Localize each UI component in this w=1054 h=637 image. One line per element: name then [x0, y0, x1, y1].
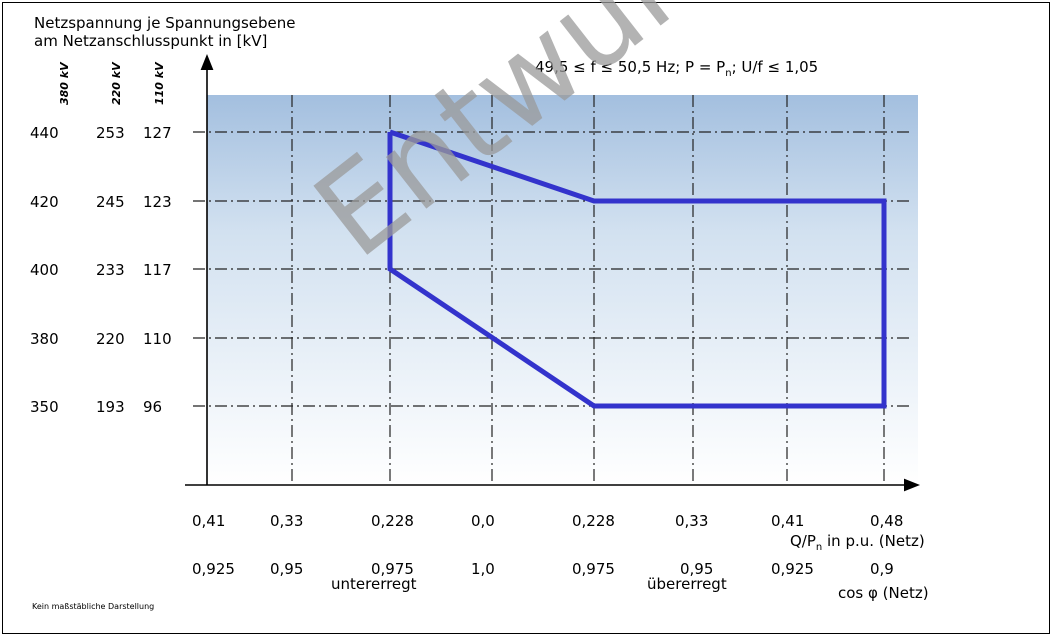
y-tick-label: 123 — [143, 193, 172, 211]
x-tick-label-q: 0,41 — [771, 512, 804, 530]
x-tick-labels-cos: 0,925 0,95 0,975 1,0 0,975 0,95 0,925 0,9 — [192, 560, 894, 578]
y-tick-label: 253 — [96, 124, 125, 142]
x-axis-label-q: Q/Pn in p.u. (Netz) — [790, 532, 925, 553]
region-label-left: untererregt — [331, 575, 417, 593]
y-tick-label: 233 — [96, 261, 125, 279]
y-tick-label: 127 — [143, 124, 172, 142]
footnote: Kein maßstäbliche Darstellung — [32, 602, 154, 611]
y-header-220kv: 220 kV — [110, 61, 123, 105]
y-header-380kv: 380 kV — [58, 61, 71, 105]
x-tick-label-q: 0,0 — [471, 512, 495, 530]
x-tick-labels-q: 0,41 0,33 0,228 0,0 0,228 0,33 0,41 0,48 — [192, 512, 903, 530]
y-tick-label: 420 — [30, 193, 59, 211]
plot-background — [207, 95, 918, 485]
y-tick-label: 440 — [30, 124, 59, 142]
y-tick-label: 400 — [30, 261, 59, 279]
y-tick-label: 96 — [143, 398, 162, 416]
x-tick-label-cos: 0,925 — [192, 560, 235, 578]
x-tick-label-cos: 0,925 — [771, 560, 814, 578]
y-tick-label: 350 — [30, 398, 59, 416]
y-tick-label: 193 — [96, 398, 125, 416]
y-tick-label: 117 — [143, 261, 172, 279]
y-header-110kv: 110 kV — [153, 61, 166, 105]
x-tick-label-cos: 0,95 — [270, 560, 303, 578]
y-tick-labels: 440 253 127 420 245 123 400 233 117 380 220 110 350 1… — [30, 124, 172, 416]
y-tick-label: 245 — [96, 193, 125, 211]
x-tick-label-q: 0,228 — [572, 512, 615, 530]
x-tick-label-cos: 0,975 — [572, 560, 615, 578]
x-tick-label-cos: 0,9 — [870, 560, 894, 578]
x-tick-label-cos: 1,0 — [471, 560, 495, 578]
x-tick-label-q: 0,33 — [675, 512, 708, 530]
y-tick-label: 380 — [30, 330, 59, 348]
y-tick-label: 110 — [143, 330, 172, 348]
x-axis-label-cos: cos φ (Netz) — [838, 584, 929, 602]
region-label-right: übererregt — [647, 575, 727, 593]
chart-title-line-2: am Netzanschlusspunkt in [kV] — [34, 32, 267, 50]
x-tick-label-q: 0,33 — [270, 512, 303, 530]
x-tick-label-q: 0,228 — [371, 512, 414, 530]
chart-title-line-1: Netzspannung je Spannungsebene — [34, 14, 296, 32]
x-tick-label-q: 0,48 — [870, 512, 903, 530]
x-tick-label-q: 0,41 — [192, 512, 225, 530]
y-tick-label: 220 — [96, 330, 125, 348]
